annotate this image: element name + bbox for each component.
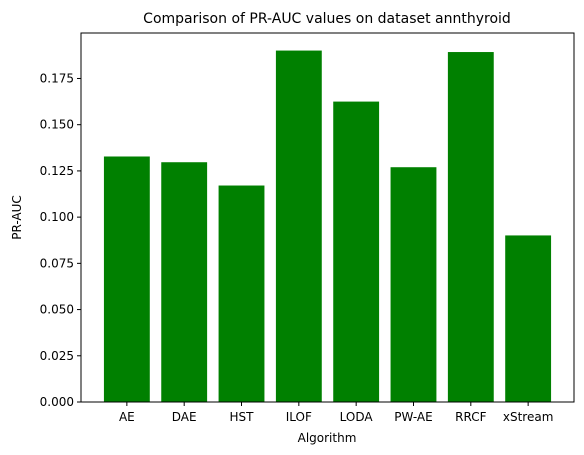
- x-tick-label-xstream: xStream: [503, 410, 554, 424]
- x-axis: AE DAE HST ILOF LODA PW-AE RRCF xStream: [119, 402, 553, 424]
- y-tick-label: 0.150: [40, 118, 74, 132]
- x-tick-label-loda: LODA: [340, 410, 374, 424]
- y-tick-label: 0.125: [40, 164, 74, 178]
- bar-ilof: [275, 50, 322, 403]
- y-axis-label: PR-AUC: [10, 195, 24, 240]
- bars-layer: [103, 50, 552, 403]
- y-tick-label: 0.075: [40, 256, 74, 270]
- y-tick-label: 0.025: [40, 349, 74, 363]
- bar-dae: [161, 162, 208, 402]
- x-tick-label-pw-ae: PW-AE: [394, 410, 432, 424]
- plot-frame: [80, 32, 575, 403]
- y-axis: 0.000 0.025 0.050 0.075 0.100 0.125 0.150 0.175: [40, 71, 81, 409]
- x-axis-label: Algorithm: [298, 431, 357, 445]
- x-tick-label-dae: DAE: [172, 410, 197, 424]
- x-tick-label-ilof: ILOF: [286, 410, 312, 424]
- bar-loda: [333, 101, 380, 402]
- x-tick-label-hst: HST: [230, 410, 255, 424]
- bar-pw-ae: [390, 167, 437, 402]
- bar-hst: [218, 185, 265, 402]
- bar-rrcf: [447, 52, 494, 402]
- chart-title: Comparison of PR-AUC values on dataset a…: [143, 11, 511, 27]
- bar-xstream: [505, 235, 552, 402]
- x-tick-label-rrcf: RRCF: [455, 410, 486, 424]
- y-tick-label: 0.175: [40, 71, 74, 85]
- y-tick-label: 0.100: [40, 210, 74, 224]
- y-tick-label: 0.000: [40, 395, 74, 409]
- x-tick-label-ae: AE: [119, 410, 135, 424]
- y-tick-label: 0.050: [40, 303, 74, 317]
- bar-ae: [103, 156, 150, 402]
